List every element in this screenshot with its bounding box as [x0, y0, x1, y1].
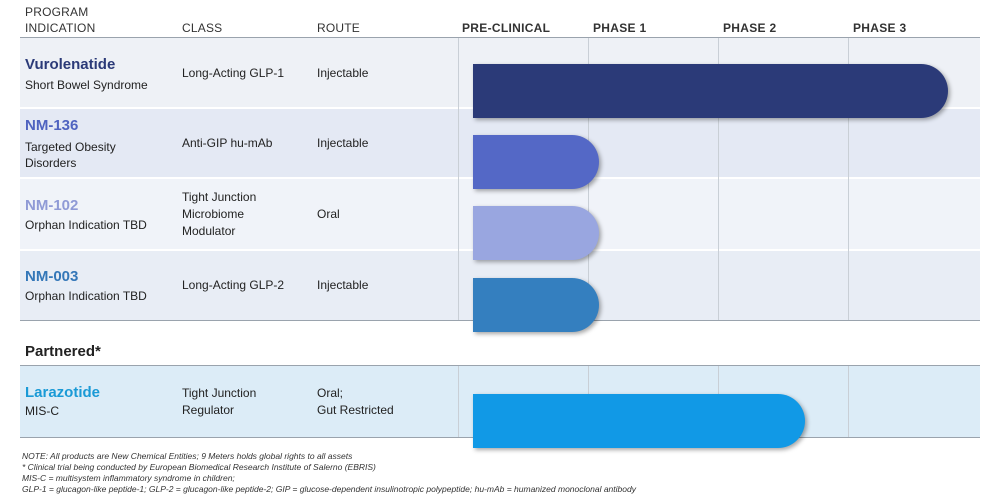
indication-nm-003: Orphan Indication TBD [25, 289, 147, 303]
indication-label: INDICATION [25, 21, 96, 35]
indication-nm-102: Orphan Indication TBD [25, 218, 147, 232]
column-header-program: PROGRAM INDICATION [25, 4, 175, 36]
progress-bar-nm-136 [473, 135, 599, 189]
progress-bar-larazotide [473, 394, 805, 448]
stage-header-phase1: PHASE 1 [593, 21, 647, 35]
program-name-nm-136: NM-136 [25, 117, 79, 134]
section-label-partnered: Partnered* [25, 343, 101, 360]
grid-line [848, 366, 849, 437]
indication-vurolenatide: Short Bowel Syndrome [25, 78, 148, 92]
progress-bar-nm-003 [473, 278, 599, 332]
footnote-line: * Clinical trial being conducted by Euro… [22, 462, 376, 472]
program-label: PROGRAM [25, 5, 89, 19]
program-name-larazotide: Larazotide [25, 384, 101, 401]
grid-line [718, 38, 719, 320]
program-name-nm-102: NM-102 [25, 197, 79, 214]
stage-header-phase3: PHASE 3 [853, 21, 907, 35]
footnote-line: GLP-1 = glucagon-like peptide-1; GLP-2 =… [22, 484, 636, 494]
footnote-line: MIS-C = multisystem inflammatory syndrom… [22, 473, 235, 483]
footnotes: NOTE: All products are New Chemical Enti… [22, 451, 982, 495]
header-rule [20, 37, 980, 38]
progress-bar-nm-102 [473, 206, 599, 260]
footnote-line: NOTE: All products are New Chemical Enti… [22, 451, 353, 461]
route-larazotide: Oral; Gut Restricted [317, 386, 394, 417]
grid-line [458, 38, 459, 320]
column-header-class: CLASS [182, 21, 223, 35]
route-nm-102: Oral [317, 207, 340, 221]
indication-nm-136: Targeted Obesity Disorders [25, 140, 116, 170]
stage-header-preclinical: PRE-CLINICAL [462, 21, 551, 35]
program-name-vurolenatide: Vurolenatide [25, 56, 116, 73]
class-larazotide: Tight Junction Regulator [182, 386, 257, 417]
route-nm-136: Injectable [317, 136, 369, 150]
program-name-nm-003: NM-003 [25, 268, 79, 285]
stage-header-phase2: PHASE 2 [723, 21, 777, 35]
indication-larazotide: MIS-C [25, 404, 59, 418]
class-nm-136: Anti-GIP hu-mAb [182, 136, 273, 150]
progress-bar-vurolenatide [473, 64, 948, 118]
partnered-top-rule [20, 365, 980, 366]
class-vurolenatide: Long-Acting GLP-1 [182, 66, 285, 80]
column-header-route: ROUTE [317, 21, 360, 35]
grid-line [848, 38, 849, 320]
route-vurolenatide: Injectable [317, 66, 369, 80]
grid-line [458, 366, 459, 437]
route-nm-003: Injectable [317, 278, 369, 292]
class-nm-102: Tight Junction Microbiome Modulator [182, 190, 257, 238]
class-nm-003: Long-Acting GLP-2 [182, 278, 285, 292]
